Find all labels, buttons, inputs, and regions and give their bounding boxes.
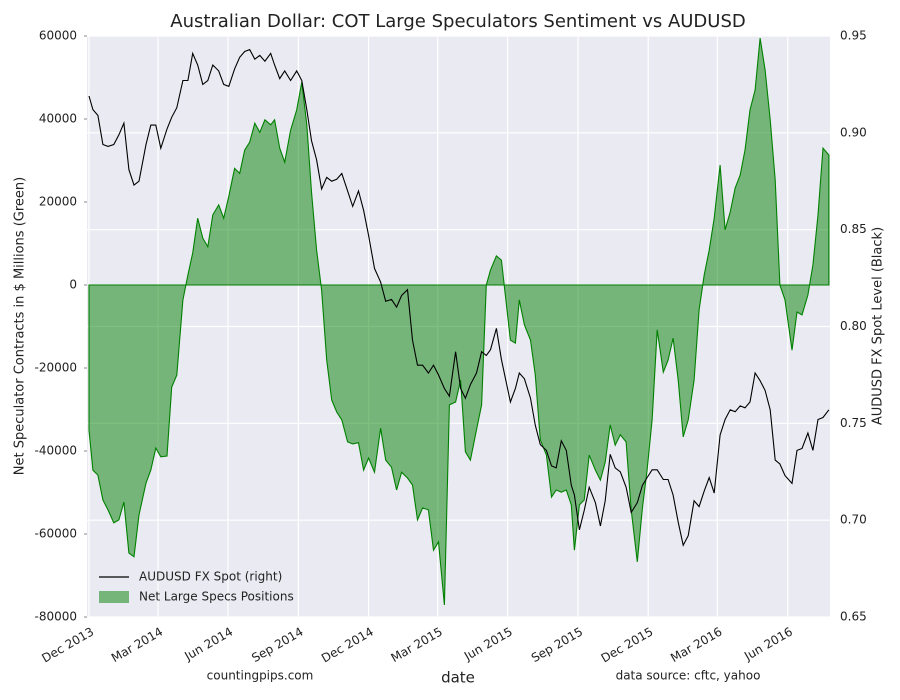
chart-title: Australian Dollar: COT Large Speculators… [170,11,746,32]
marks [88,38,830,606]
y-tick-label: -80000 [34,610,77,624]
legend: AUDUSD FX Spot (right) Net Large Specs Po… [99,570,294,604]
y-tick-label: 40000 [39,112,77,126]
x-tick-label: Jun 2016 [741,625,795,664]
x-tick-label: Sep 2014 [249,625,305,666]
note-left: countingpips.com [207,669,314,683]
y-axis-label: Net Speculator Contracts in $ Millions (… [13,177,28,475]
y-tick-label: -40000 [34,444,77,458]
y2-tick-label: 0.65 [840,610,867,624]
x-tick-label: Dec 2013 [39,625,96,666]
note-right: data source: cftc, yahoo [616,669,761,683]
legend-label: Net Large Specs Positions [139,590,294,604]
line-series [88,48,830,547]
y-tick-label: 60000 [39,29,77,43]
y-tick-label: 0 [69,278,77,292]
legend-label: AUDUSD FX Spot (right) [139,570,282,584]
x-tick-label: Sep 2015 [529,625,585,666]
y2-tick-label: 0.90 [840,125,867,139]
x-axis-label: date [441,669,475,687]
x-tick-label: Jun 2014 [181,625,235,664]
x-tick-label: Mar 2015 [389,625,445,666]
y2-axis-label: AUDUSD FX Spot Level (Black) [871,227,886,425]
x-tick-label: Jun 2015 [461,625,515,664]
x-tick-label: Mar 2016 [668,625,724,666]
x-tick-label: Mar 2014 [109,625,165,666]
x-tick-label: Dec 2014 [319,625,376,666]
x-tick-label: Dec 2015 [599,625,656,666]
y2-tick-label: 0.95 [840,29,867,43]
legend-swatch [99,591,129,603]
y2-tick-label: 0.70 [840,513,867,527]
area-series [88,38,830,606]
y2-tick-label: 0.85 [840,222,867,236]
y2-tick-label: 0.75 [840,416,867,430]
y-tick-label: -20000 [34,361,77,375]
y-tick-label: -60000 [34,527,77,541]
y-tick-label: 20000 [39,195,77,209]
y2-tick-label: 0.80 [840,319,867,333]
